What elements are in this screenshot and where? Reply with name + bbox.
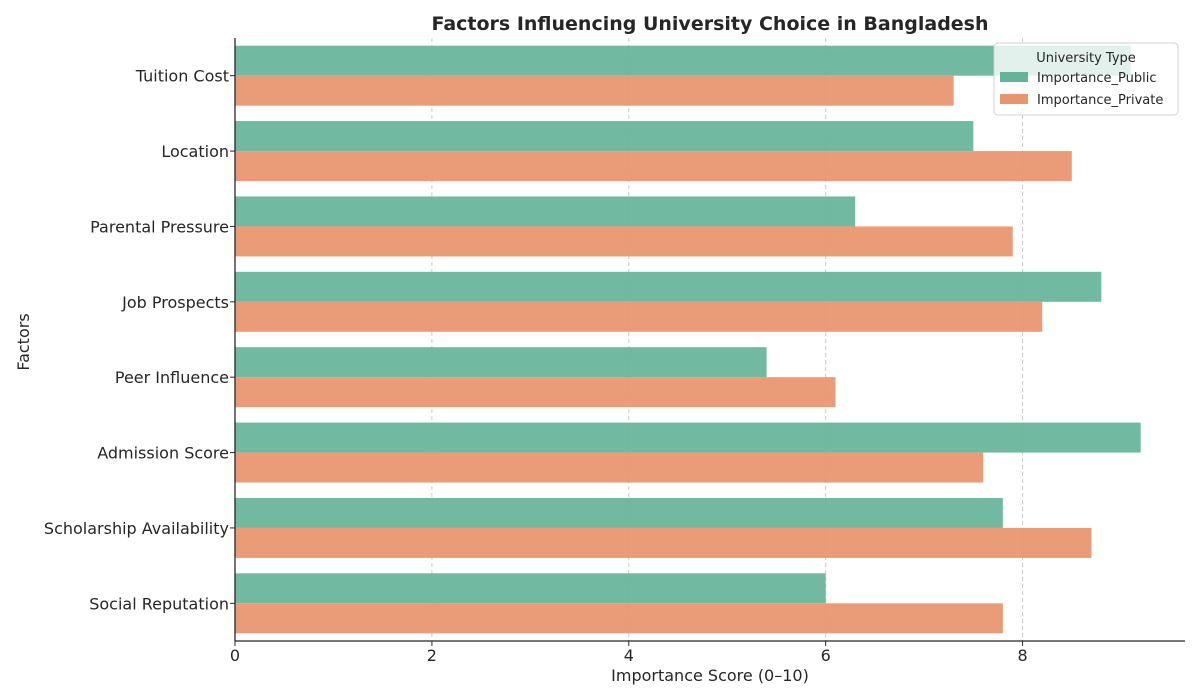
bar-importance-public xyxy=(235,271,1102,302)
y-tick-label: Location xyxy=(161,142,229,161)
bar-importance-public xyxy=(235,196,856,227)
bars xyxy=(235,45,1141,634)
bar-importance-public xyxy=(235,347,767,378)
y-tick-label: Tuition Cost xyxy=(135,67,229,86)
legend-swatch xyxy=(1000,94,1028,104)
y-tick-labels: Tuition Cost Location Parental Pressure Job… xyxy=(44,67,235,613)
y-tick-label: Job Prospects xyxy=(121,293,229,312)
legend-frame xyxy=(993,42,1179,116)
bar-importance-private xyxy=(235,226,1013,257)
x-tick-labels: 0 2 4 6 8 xyxy=(230,641,1028,665)
legend-swatch xyxy=(1000,72,1028,82)
x-tick-label: 8 xyxy=(1017,646,1027,665)
chart-title: Factors Influencing University Choice in… xyxy=(431,13,988,35)
y-axis-label: Factors xyxy=(14,313,33,370)
y-tick-label: Scholarship Availability xyxy=(44,519,229,538)
axes xyxy=(234,38,1185,642)
bar-importance-private xyxy=(235,603,1003,634)
bar-importance-private xyxy=(235,301,1043,332)
y-tick-label: Admission Score xyxy=(97,444,229,463)
bar-importance-private xyxy=(235,75,954,106)
bar-importance-public xyxy=(235,497,1003,528)
x-tick-label: 4 xyxy=(624,646,634,665)
bar-importance-public xyxy=(235,422,1141,453)
x-axis-label: Importance Score (0–10) xyxy=(611,666,809,685)
bar-importance-public xyxy=(235,573,826,604)
bar-importance-public xyxy=(235,121,974,152)
legend-items: Importance_Public Importance_Private xyxy=(1000,71,1163,108)
x-tick-label: 6 xyxy=(821,646,831,665)
y-tick-label: Parental Pressure xyxy=(90,217,229,236)
bar-importance-private xyxy=(235,377,836,408)
y-tick-label: Peer Influence xyxy=(115,368,229,387)
x-tick-label: 0 xyxy=(230,646,240,665)
legend-title: University Type xyxy=(1036,51,1136,66)
legend-label: Importance_Private xyxy=(1037,93,1163,108)
y-tick-label: Social Reputation xyxy=(89,594,229,613)
bar-importance-private xyxy=(235,452,984,483)
bar-importance-private xyxy=(235,151,1072,182)
bar-importance-public xyxy=(235,45,1131,76)
legend-label: Importance_Public xyxy=(1037,71,1156,86)
x-tick-label: 2 xyxy=(427,646,437,665)
bar-importance-private xyxy=(235,527,1092,558)
legend: University Type Importance_PublicImporta… xyxy=(993,42,1179,116)
